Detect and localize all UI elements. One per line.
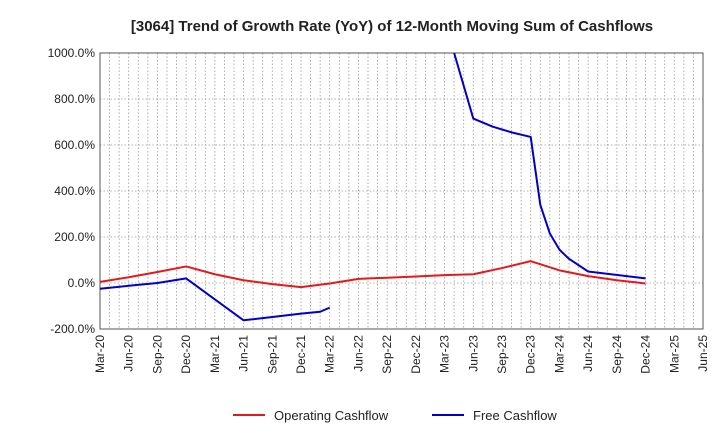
x-tick-label: Mar-21 <box>208 335 222 373</box>
x-tick-label: Dec-24 <box>639 335 653 374</box>
x-tick-label: Mar-25 <box>667 335 681 373</box>
chart-title: [3064] Trend of Growth Rate (YoY) of 12-… <box>131 18 653 35</box>
y-axis: 1000.0% 800.0% 600.0% 400.0% 200.0% 0.0% -200.… <box>48 46 96 336</box>
y-tick-label: 200.0% <box>54 230 95 244</box>
x-tick-label: Jun-20 <box>122 335 136 372</box>
x-tick-label: Mar-24 <box>552 335 566 373</box>
y-tick-label: 0.0% <box>68 276 96 290</box>
x-tick-label: Dec-23 <box>524 335 538 374</box>
series-group <box>99 52 646 322</box>
x-tick-label: Jun-22 <box>351 335 365 372</box>
free-cashflow-line <box>99 277 331 322</box>
plot-area <box>99 52 704 330</box>
x-tick-label: Mar-20 <box>93 335 107 373</box>
x-axis: Mar-20 Jun-20 Sep-20 Dec-20 Mar-21 Jun-21 Sep-… <box>93 335 710 374</box>
x-tick-label: Sep-24 <box>610 335 624 374</box>
x-tick-label: Jun-23 <box>466 335 480 372</box>
x-tick-label: Dec-20 <box>179 335 193 374</box>
y-tick-label: -200.0% <box>50 322 95 336</box>
x-tick-label: Dec-22 <box>409 335 423 374</box>
free-cashflow-line <box>453 52 646 280</box>
x-tick-label: Mar-23 <box>438 335 452 373</box>
x-tick-label: Mar-22 <box>323 335 337 373</box>
y-tick-label: 600.0% <box>54 138 95 152</box>
x-tick-label: Sep-20 <box>150 335 164 374</box>
x-tick-label: Sep-22 <box>380 335 394 374</box>
grid <box>99 52 704 330</box>
legend: Operating Cashflow Free Cashflow <box>233 408 557 423</box>
x-tick-label: Jun-21 <box>237 335 251 372</box>
y-tick-label: 400.0% <box>54 184 95 198</box>
y-tick-label: 1000.0% <box>48 46 96 60</box>
y-tick-label: 800.0% <box>54 92 95 106</box>
free-cashflow-legend-label: Free Cashflow <box>473 408 557 423</box>
x-tick-label: Dec-21 <box>294 335 308 374</box>
x-tick-label: Jun-24 <box>581 335 595 372</box>
operating-cashflow-line <box>99 260 646 289</box>
x-tick-label: Jun-25 <box>696 335 710 372</box>
operating-cashflow-legend-label: Operating Cashflow <box>274 408 389 423</box>
x-tick-label: Sep-21 <box>265 335 279 374</box>
x-tick-label: Sep-23 <box>495 335 509 374</box>
